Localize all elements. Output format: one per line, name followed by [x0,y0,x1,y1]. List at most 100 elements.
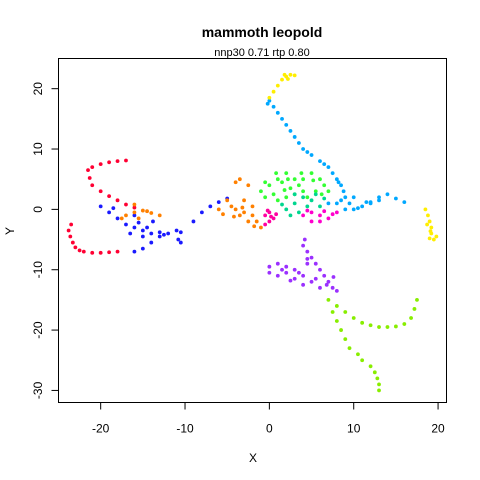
data-point [423,207,428,212]
data-point [267,219,272,224]
data-point [232,214,236,219]
data-point [263,195,268,200]
y-tick-label: 10 [31,142,45,156]
data-point [427,219,432,224]
data-point [267,270,272,275]
data-point [115,159,120,163]
y-tick-label: 20 [31,82,45,96]
data-point [364,200,369,205]
data-point [330,171,335,176]
data-point [324,282,329,287]
y-tick-label: -20 [31,321,45,339]
data-point [296,210,301,215]
data-point [267,98,272,103]
data-point [305,195,310,200]
data-point [296,141,301,145]
data-point [271,89,276,94]
data-point [305,204,310,209]
data-point [427,236,432,241]
data-point [233,180,238,185]
data-point [149,240,154,245]
data-point [301,273,306,278]
data-point [322,183,327,188]
data-point [107,210,112,215]
data-point [178,240,183,245]
data-points [66,72,439,393]
data-point [334,319,339,323]
data-point [301,189,306,194]
data-point [233,207,238,212]
data-point [318,204,322,209]
data-point [275,110,280,115]
data-point [372,370,377,375]
data-point [191,219,196,224]
x-axis-label: X [249,451,257,465]
data-point [326,216,331,221]
data-point [280,77,284,82]
data-point [274,171,279,176]
data-point [90,183,95,188]
data-point [326,201,331,206]
data-point [240,205,245,210]
data-point [284,171,289,176]
data-point [124,202,128,207]
data-point [305,256,310,261]
data-point [326,165,331,170]
data-point [229,204,234,209]
data-point [347,346,352,351]
data-point [246,219,251,224]
data-point [311,178,316,183]
data-point [124,222,128,227]
data-point [318,285,322,290]
data-point [322,209,327,214]
data-point [313,276,318,281]
data-point [301,147,306,151]
data-point [115,216,120,221]
data-point [282,72,287,77]
data-point [145,209,149,214]
data-point [305,261,310,266]
data-point [132,225,137,230]
data-point [426,213,430,218]
data-point [336,180,341,185]
data-point [301,195,306,200]
data-point [107,160,112,165]
data-point [132,205,137,210]
data-point [402,200,407,205]
data-point [330,310,335,314]
data-point [334,304,339,308]
data-point [140,228,145,233]
data-point [301,177,306,182]
data-point [286,177,290,182]
x-tick-label: -10 [176,422,194,436]
data-point [70,240,75,245]
data-point [330,212,335,217]
data-point [334,210,339,215]
data-point [288,186,293,191]
data-point [309,279,314,284]
data-point [322,162,327,167]
data-point [428,229,433,234]
data-point [351,195,356,200]
data-point [275,273,280,278]
data-point [309,210,314,215]
data-point [318,219,322,224]
data-point [284,207,289,212]
data-point [288,72,293,77]
data-point [280,267,284,272]
data-point [393,324,398,329]
y-tick-label: 0 [31,206,45,213]
data-point [280,202,284,207]
data-point [284,122,289,127]
data-point [299,171,304,176]
data-point [132,249,137,254]
data-point [339,328,343,332]
data-point [221,212,225,217]
data-point [132,202,137,207]
data-point [162,232,166,237]
data-point [393,196,398,201]
data-point [351,316,356,320]
data-point [267,95,272,100]
data-point [339,183,343,188]
data-point [415,298,419,302]
